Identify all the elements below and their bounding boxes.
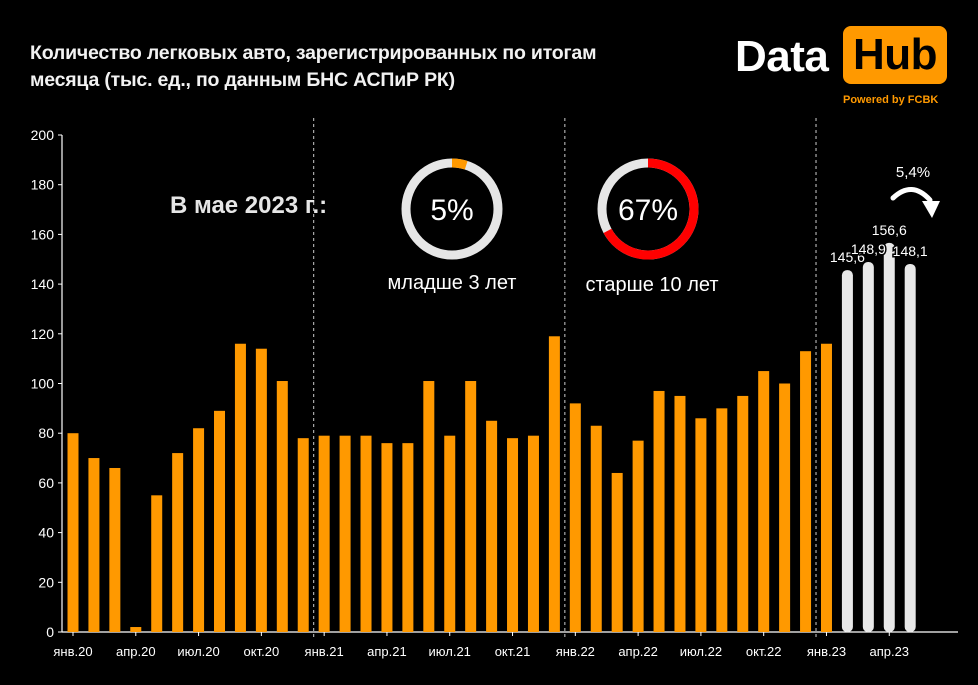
bar (465, 381, 477, 632)
x-tick-label: окт.21 (495, 644, 531, 659)
y-tick-label: 20 (38, 574, 54, 590)
bar (381, 443, 393, 632)
title-line-2: месяца (тыс. ед., по данным БНС АСПиР РК… (30, 69, 455, 91)
bar (779, 383, 791, 632)
bar (130, 627, 142, 632)
donut-arc (401, 158, 503, 260)
x-tick-label: июл.22 (680, 644, 722, 659)
y-tick-label: 120 (31, 326, 55, 342)
growth-label: 5,4% (896, 164, 930, 181)
chart-title: Количество легковых авто, зарегистрирова… (30, 40, 670, 94)
x-tick-label: янв.21 (305, 644, 344, 659)
y-tick-label: 160 (31, 226, 55, 242)
bar (402, 443, 414, 632)
growth-arrow-icon (890, 187, 933, 203)
bar (569, 403, 581, 632)
bar (67, 433, 79, 632)
data-label: 156,6 (872, 222, 907, 238)
bar (276, 381, 288, 632)
bar (548, 336, 560, 632)
y-tick-label: 60 (38, 475, 54, 491)
bar (507, 438, 519, 632)
growth-arrowhead-icon (922, 201, 940, 218)
y-tick-label: 80 (38, 425, 54, 441)
bar (255, 348, 267, 632)
highlight-bar (883, 242, 895, 632)
x-tick-label: янв.22 (556, 644, 595, 659)
bar (716, 408, 728, 632)
logo-word-hub: Hub (843, 26, 947, 84)
bar (674, 395, 686, 632)
bar (695, 418, 707, 632)
x-tick-label: янв.23 (807, 644, 846, 659)
bar (318, 435, 330, 632)
bar (737, 395, 749, 632)
x-tick-label: апр.22 (618, 644, 658, 659)
donut-arc (597, 158, 699, 260)
highlight-bar (904, 263, 916, 632)
bar (527, 435, 539, 632)
bar (193, 428, 205, 632)
x-tick-label: окт.20 (244, 644, 280, 659)
logo-word-data: Data (735, 32, 829, 81)
title-line-1: Количество легковых авто, зарегистрирова… (30, 42, 597, 64)
data-label: 145,6 (830, 249, 865, 265)
x-tick-label: апр.21 (367, 644, 407, 659)
bar (632, 440, 644, 632)
y-tick-label: 0 (46, 624, 54, 640)
bar (590, 425, 602, 632)
bar (444, 435, 456, 632)
donut-value-label: 67% (618, 194, 678, 227)
bar (214, 410, 226, 632)
x-tick-label: июл.21 (429, 644, 471, 659)
x-tick-label: янв.20 (53, 644, 92, 659)
bar (360, 435, 372, 632)
bar (800, 351, 812, 632)
x-tick-label: апр.23 (869, 644, 909, 659)
bar (151, 495, 163, 632)
highlight-bar (862, 261, 874, 632)
bar (486, 420, 498, 632)
bar (234, 343, 246, 632)
bar (339, 435, 351, 632)
bar (172, 453, 184, 632)
y-tick-label: 100 (31, 376, 55, 392)
bar (297, 438, 309, 632)
x-tick-label: окт.22 (746, 644, 782, 659)
data-label: 148,1 (893, 243, 928, 259)
logo-powered-by: Powered by FCBK (843, 94, 939, 106)
donut-caption-over-10: старше 10 лет (585, 274, 719, 296)
bar (109, 467, 121, 632)
bar (611, 472, 623, 632)
x-tick-label: апр.20 (116, 644, 156, 659)
bar (423, 381, 435, 632)
highlight-bar (841, 270, 853, 632)
y-tick-label: 140 (31, 276, 55, 292)
y-tick-label: 180 (31, 177, 55, 193)
donut-caption-under-3: младше 3 лет (387, 272, 517, 294)
data-label: 148,9 (851, 241, 886, 257)
y-tick-label: 200 (31, 127, 55, 143)
headline-may-2023: В мае 2023 г.: (170, 192, 328, 219)
bar (88, 458, 100, 632)
bar (758, 371, 770, 632)
y-tick-label: 40 (38, 525, 54, 541)
donut-value-label: 5% (430, 194, 473, 227)
x-tick-label: июл.20 (177, 644, 219, 659)
bar (820, 343, 832, 632)
datahub-logo: Data Hub Powered by FCBK (735, 24, 950, 114)
bar (653, 390, 665, 632)
